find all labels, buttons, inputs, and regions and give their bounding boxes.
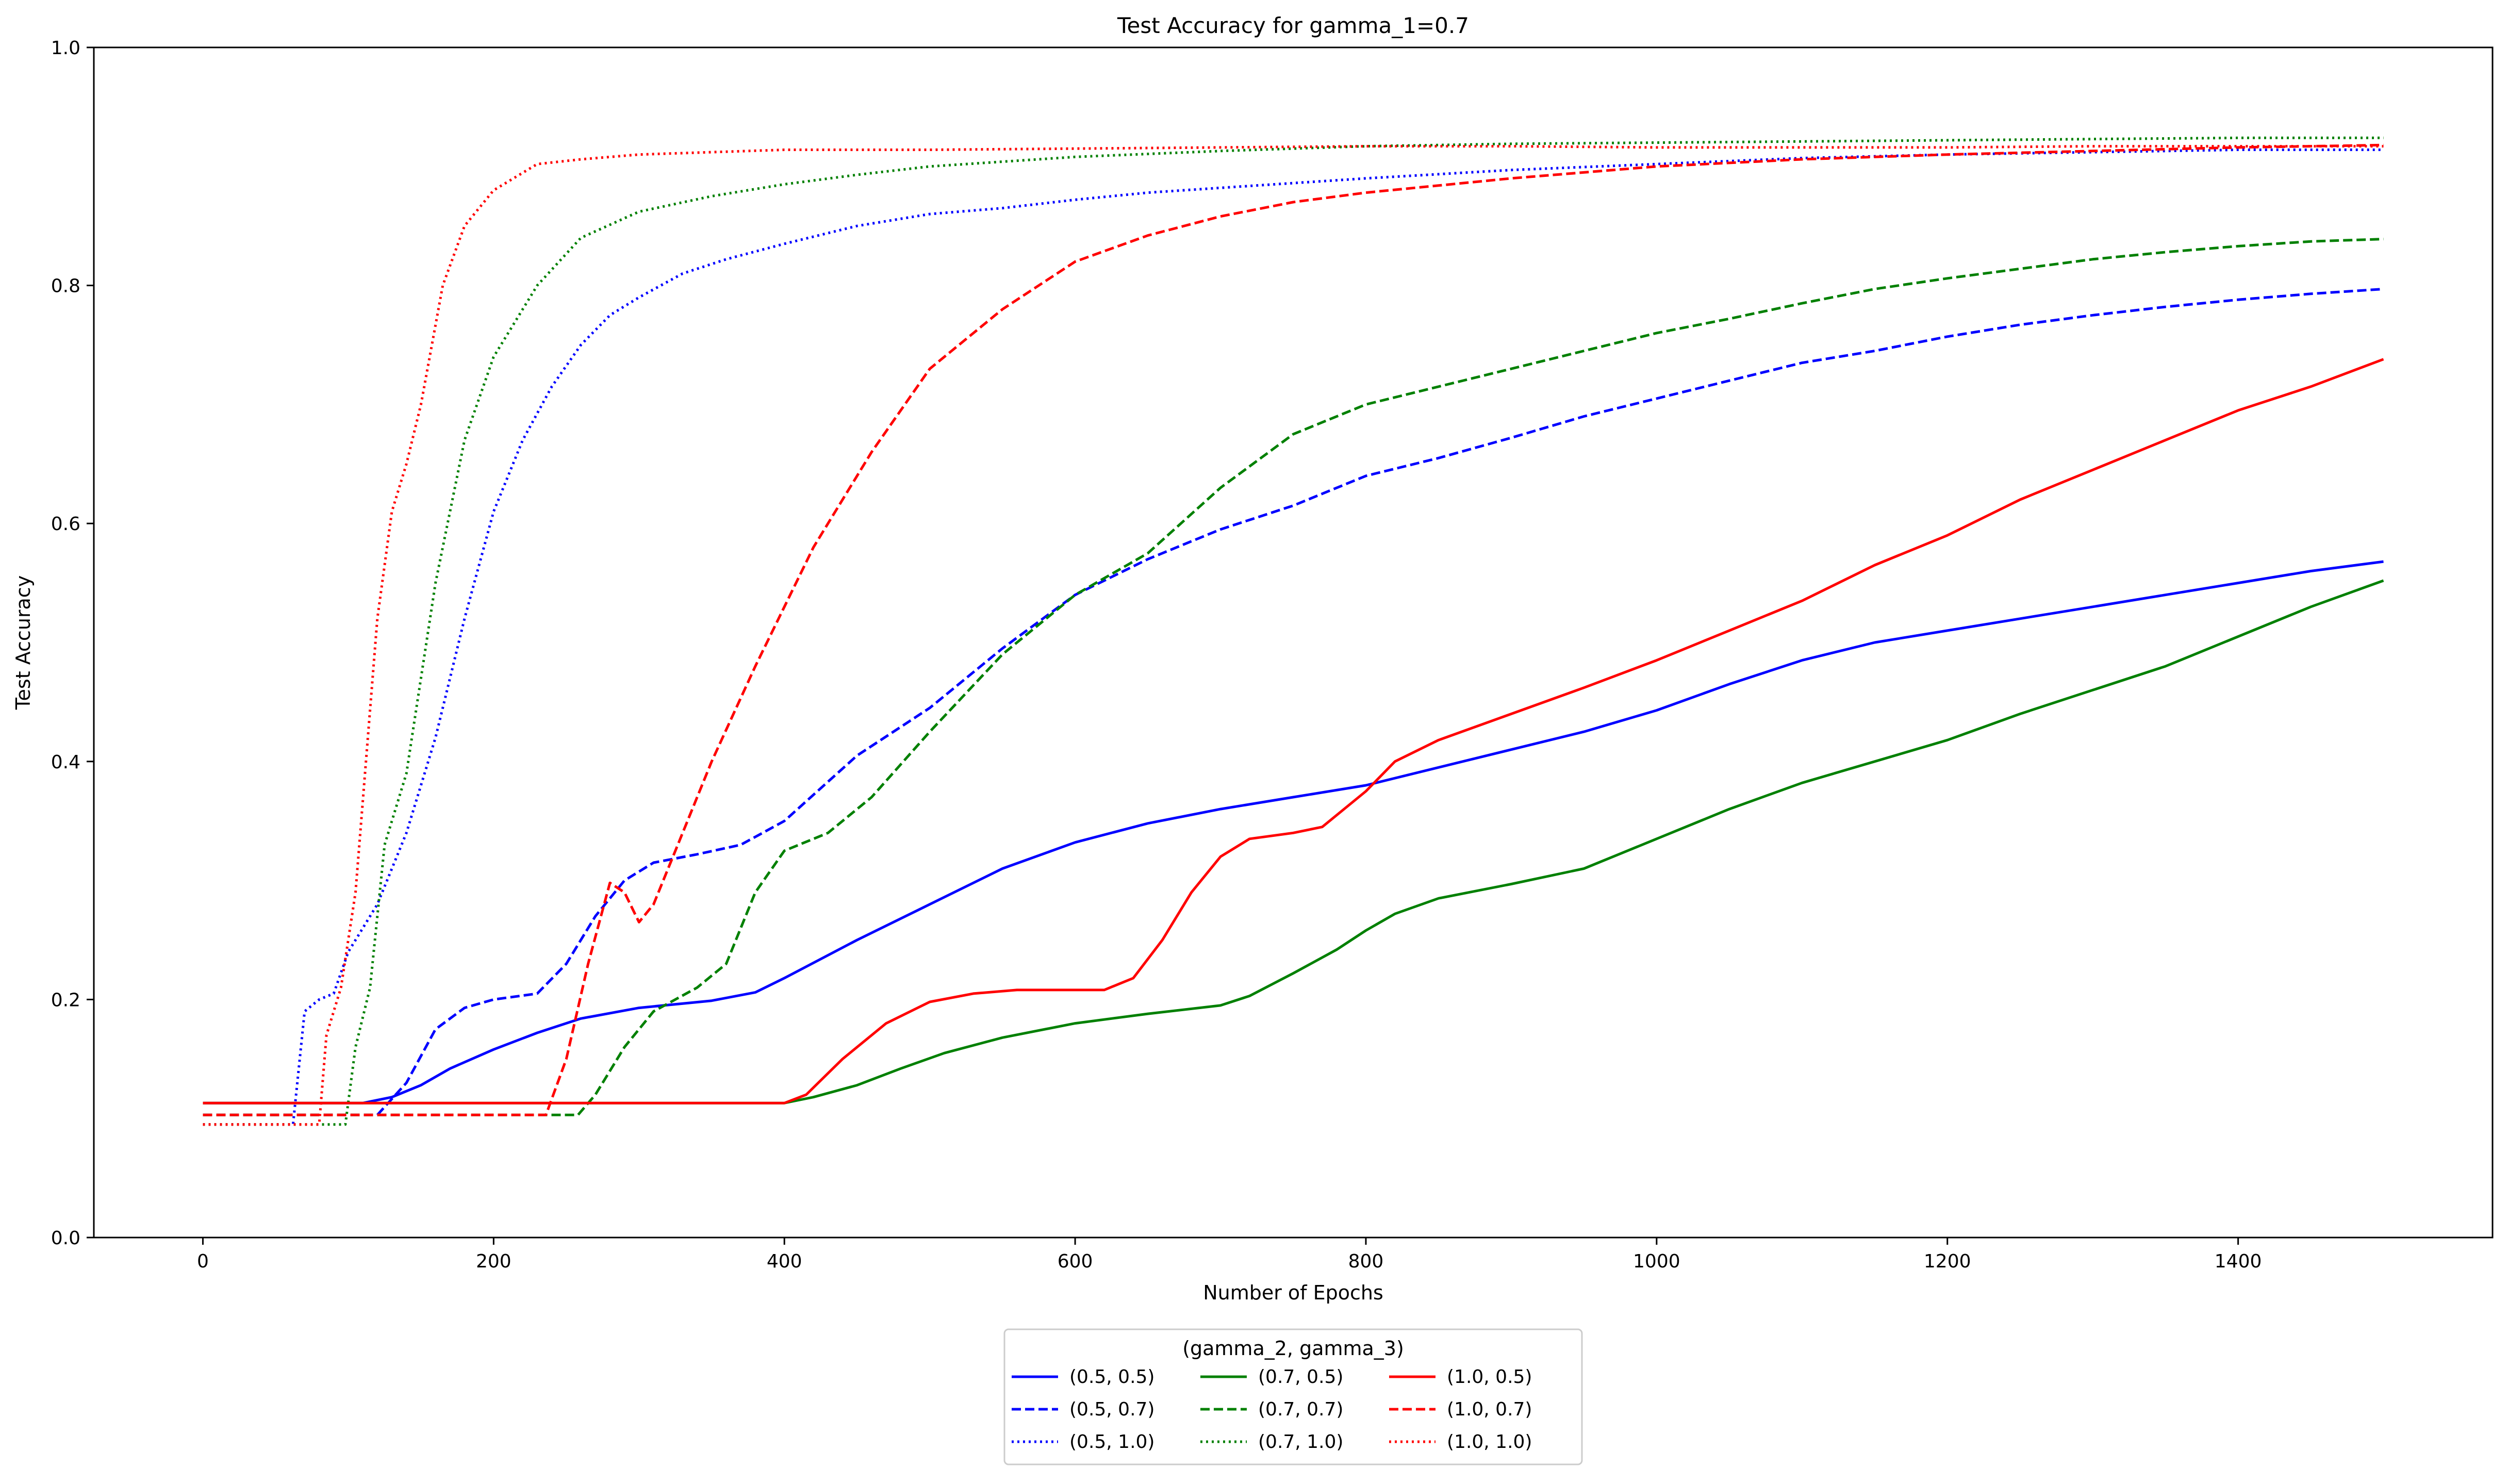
- x-tick-label: 200: [476, 1251, 512, 1272]
- x-axis-label: Number of Epochs: [1203, 1281, 1383, 1304]
- x-tick-label: 600: [1058, 1251, 1093, 1272]
- legend-box: [1003, 1328, 1583, 1465]
- legend-label-6: (0.7, 1.0): [1258, 1431, 1343, 1453]
- legend-label-2: (0.5, 0.7): [1069, 1399, 1154, 1420]
- series-line-3: [203, 149, 2384, 1126]
- legend-label-7: (1.0, 0.5): [1447, 1366, 1532, 1388]
- y-tick-label: 0.8: [51, 276, 80, 297]
- x-tick-label: 1000: [1633, 1251, 1680, 1272]
- legend-label-3: (0.5, 1.0): [1069, 1431, 1154, 1453]
- x-tick-label: 800: [1348, 1251, 1384, 1272]
- x-tick-label: 0: [197, 1251, 209, 1272]
- legend-label-8: (1.0, 0.7): [1447, 1399, 1532, 1420]
- legend: (gamma_2, gamma_3) (0.5, 0.5)(0.5, 0.7)(…: [1003, 1328, 1583, 1465]
- series-line-8: [203, 143, 2384, 1116]
- series-line-2: [203, 288, 2384, 1116]
- y-tick-label: 0.2: [51, 990, 80, 1011]
- ticks-layer: 0 200 400 600 800 1000 1200 1400 0.0 0.2 0.4 0.6 0.8…: [51, 38, 2262, 1272]
- legend-label-5: (0.7, 0.7): [1258, 1399, 1343, 1420]
- y-axis-label: Test Accuracy: [12, 575, 35, 710]
- y-tick-label: 1.0: [51, 38, 80, 59]
- series-line-7: [203, 358, 2384, 1104]
- legend-label-1: (0.5, 0.5): [1069, 1366, 1154, 1388]
- series-line-6: [203, 136, 2384, 1126]
- legend-title: (gamma_2, gamma_3): [1182, 1337, 1404, 1360]
- axes-frame: [93, 46, 2494, 1239]
- legend-label-9: (1.0, 1.0): [1447, 1431, 1532, 1453]
- series-line-4: [203, 579, 2384, 1104]
- legend-entries: (0.5, 0.5) (0.5, 0.7) (0.5, 1.0) (0.7, 0.5)…: [1012, 1366, 1532, 1453]
- y-tick-label: 0.0: [51, 1228, 80, 1249]
- series-line-9: [203, 145, 2384, 1126]
- x-tick-label: 1200: [1924, 1251, 1971, 1272]
- series-line-1: [203, 560, 2384, 1104]
- y-tick-label: 0.6: [51, 514, 80, 535]
- legend-label-4: (0.7, 0.5): [1258, 1366, 1343, 1388]
- x-tick-label: 1400: [2215, 1251, 2262, 1272]
- chart-title: Test Accuracy for gamma_1=0.7: [1117, 13, 1469, 38]
- x-tick-label: 400: [767, 1251, 802, 1272]
- y-tick-label: 0.4: [51, 752, 80, 773]
- series-layer: [203, 136, 2384, 1126]
